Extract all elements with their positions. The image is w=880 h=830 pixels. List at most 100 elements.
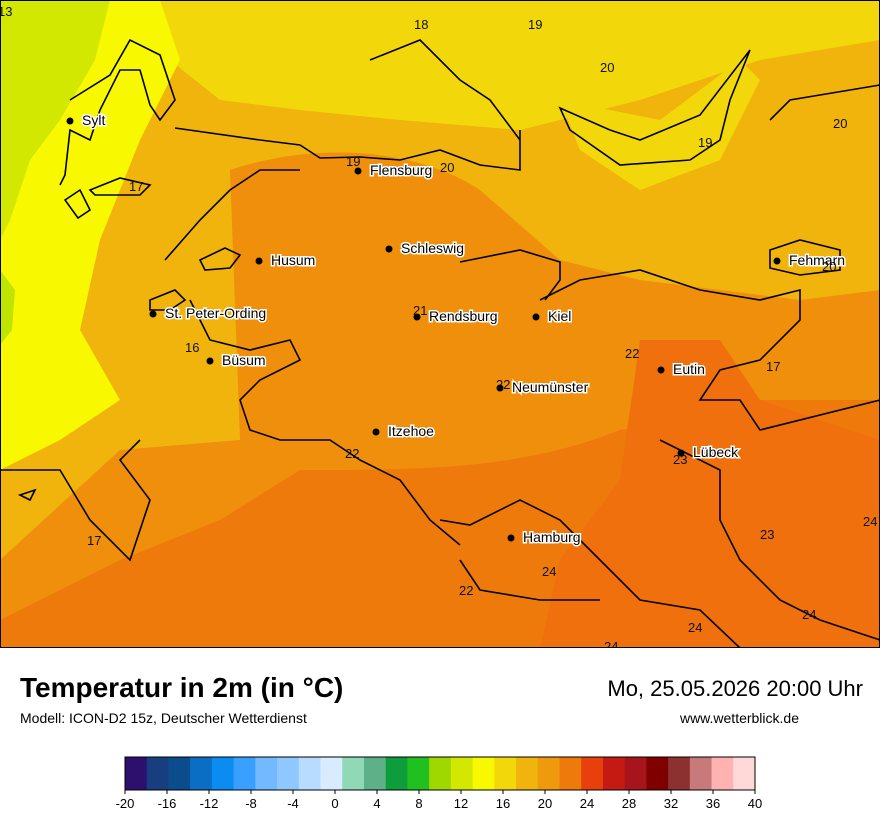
legend-tick-label: 20	[538, 796, 552, 811]
legend-tick-label: 16	[496, 796, 510, 811]
coastlines	[0, 38, 880, 648]
city-buesum: Büsum	[206, 351, 267, 370]
isoline-label: 20	[600, 60, 614, 75]
legend-swatch	[255, 757, 278, 790]
legend-swatch	[363, 757, 387, 790]
legend-swatch	[559, 757, 582, 790]
isoline-label: 19	[698, 135, 712, 150]
legend-swatch	[320, 757, 343, 790]
city-itzehoe: Itzehoe	[372, 422, 436, 441]
legend-swatch	[298, 757, 322, 790]
isoline-label: 22	[496, 377, 510, 392]
legend-tick-label: 40	[748, 796, 762, 811]
city-sylt: Sylt	[66, 111, 107, 130]
city-kiel: Kiel	[532, 307, 573, 326]
city-neumuenster: Neumünster	[496, 378, 590, 397]
isoline-label: 23	[673, 452, 687, 467]
isoline-label: 24	[542, 564, 556, 579]
legend-swatch	[472, 757, 495, 790]
forecast-datetime: Mo, 25.05.2026 20:00 Uhr	[607, 676, 863, 701]
legend-tick-label: -12	[200, 796, 219, 811]
temp-zone-yellow-north	[160, 0, 880, 130]
legend-swatch	[581, 757, 604, 790]
city-label: Husum	[271, 252, 315, 268]
city-label: Sylt	[82, 112, 105, 128]
isoline-label: 22	[625, 346, 639, 361]
legend-swatch	[537, 757, 560, 790]
isoline-label: 23	[760, 527, 774, 542]
city-label: Hamburg	[523, 529, 581, 545]
isoline-label: 16	[185, 340, 199, 355]
legend-frame	[124, 756, 756, 791]
isoline-label: 17	[766, 359, 780, 374]
legend-tick-label: 32	[664, 796, 678, 811]
isoline-label: 17	[87, 533, 101, 548]
website-link[interactable]: www.wetterblick.de	[679, 710, 799, 726]
isoline-label: 24	[802, 607, 816, 622]
isoline-label: 24	[863, 514, 877, 529]
legend-swatch	[494, 757, 517, 790]
legend-tick-label: -16	[158, 796, 177, 811]
city-label: Kiel	[548, 308, 571, 324]
city-label: Eutin	[673, 361, 705, 377]
legend-tick-label: 24	[580, 796, 594, 811]
isoline-label: 20	[822, 259, 836, 274]
city-hamburg: Hamburg	[507, 528, 582, 547]
legend-ticks: -20 -16 -12 -8 -4 0 4 8 12 16 20 24 28 32 36 40	[116, 790, 762, 811]
city-st-peter-ording: St. Peter-Ording	[149, 304, 268, 323]
legend-tick-label: 8	[415, 796, 422, 811]
legend-swatch	[429, 757, 452, 790]
city-label: Flensburg	[370, 162, 432, 178]
city-flensburg: Flensburg	[354, 161, 434, 180]
isoline-label: 13	[0, 4, 12, 19]
city-label: Büsum	[222, 352, 266, 368]
temp-zone-lightgreen-2	[0, 270, 15, 345]
legend-tick-label: -4	[287, 796, 299, 811]
legend-swatch	[190, 757, 213, 790]
legend-tick-label: 4	[373, 796, 380, 811]
isoline-label: 17	[129, 179, 143, 194]
city-luebeck: Lübeck	[677, 443, 741, 462]
legend-tick-label: -8	[245, 796, 257, 811]
legend-swatch	[689, 757, 713, 790]
legend-swatch	[668, 757, 691, 790]
temp-zone-lightgreen	[0, 0, 110, 240]
legend-tick-label: -20	[116, 796, 135, 811]
isoline-label: 22	[345, 446, 359, 461]
isoline-label: 21	[413, 303, 427, 318]
legend-swatch	[146, 757, 169, 790]
legend-swatch	[385, 757, 408, 790]
legend-swatch	[233, 757, 256, 790]
legend-swatch	[450, 757, 474, 790]
model-source: Modell: ICON-D2 15z, Deutscher Wetterdie…	[20, 710, 307, 726]
legend-swatch	[211, 757, 235, 790]
legend-swatch	[733, 757, 756, 790]
temp-zone-dark-orange-2	[540, 340, 880, 648]
legend-swatch	[711, 757, 734, 790]
legend-swatches	[124, 756, 756, 791]
legend-swatch	[646, 757, 669, 790]
city-label: Fehmarn	[789, 252, 845, 268]
chart-title: Temperatur in 2m (in °C)	[20, 672, 344, 703]
legend-swatch	[624, 757, 647, 790]
city-label: Itzehoe	[388, 423, 434, 439]
city-fehmarn: Fehmarn	[773, 251, 847, 270]
legend-swatch	[516, 757, 539, 790]
city-rendsburg: Rendsburg	[413, 307, 499, 326]
city-label: Schleswig	[401, 240, 464, 256]
isoline-label: 20	[440, 160, 454, 175]
city-husum: Husum	[255, 251, 317, 270]
legend-swatch	[407, 757, 430, 790]
city-eutin: Eutin	[657, 360, 706, 379]
legend-swatch	[277, 757, 300, 790]
legend-swatch	[125, 757, 148, 790]
temperature-map: Sylt Flensburg Schleswig Husum St. Peter…	[0, 0, 880, 648]
city-label: St. Peter-Ording	[165, 305, 266, 321]
isoline-labels: 13 18 19 20 20 19 17 19 20 20 16 21 22 2…	[0, 4, 877, 648]
city-markers: Sylt Flensburg Schleswig Husum St. Peter…	[66, 111, 847, 547]
isoline-label: 18	[414, 17, 428, 32]
city-label: Rendsburg	[429, 308, 498, 324]
isoline-label: 24	[688, 620, 702, 635]
legend-tick-label: 36	[706, 796, 720, 811]
isoline-label: 22	[459, 583, 473, 598]
